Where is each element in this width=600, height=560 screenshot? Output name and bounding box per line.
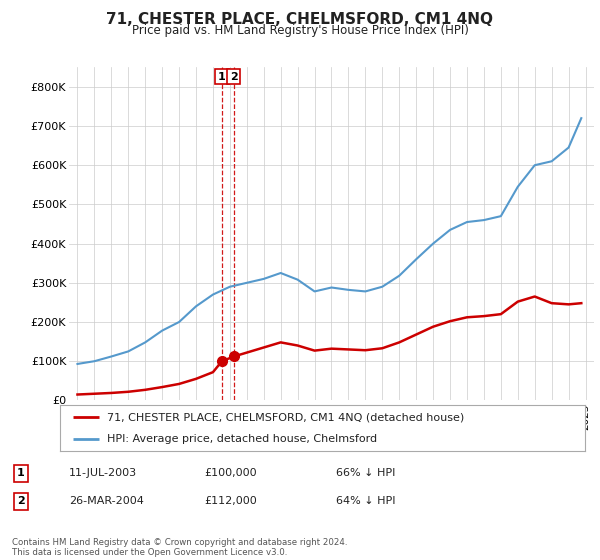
Text: £112,000: £112,000 xyxy=(204,496,257,506)
Text: 64% ↓ HPI: 64% ↓ HPI xyxy=(336,496,395,506)
Text: 26-MAR-2004: 26-MAR-2004 xyxy=(69,496,144,506)
Text: £100,000: £100,000 xyxy=(204,468,257,478)
Text: 66% ↓ HPI: 66% ↓ HPI xyxy=(336,468,395,478)
Text: 1: 1 xyxy=(17,468,25,478)
Text: 11-JUL-2003: 11-JUL-2003 xyxy=(69,468,137,478)
Text: HPI: Average price, detached house, Chelmsford: HPI: Average price, detached house, Chel… xyxy=(107,435,377,444)
Text: Contains HM Land Registry data © Crown copyright and database right 2024.
This d: Contains HM Land Registry data © Crown c… xyxy=(12,538,347,557)
Text: Price paid vs. HM Land Registry's House Price Index (HPI): Price paid vs. HM Land Registry's House … xyxy=(131,24,469,37)
Text: 2: 2 xyxy=(17,496,25,506)
Text: 71, CHESTER PLACE, CHELMSFORD, CM1 4NQ: 71, CHESTER PLACE, CHELMSFORD, CM1 4NQ xyxy=(107,12,493,27)
Text: 2: 2 xyxy=(230,72,238,82)
Text: 1: 1 xyxy=(218,72,226,82)
Text: 71, CHESTER PLACE, CHELMSFORD, CM1 4NQ (detached house): 71, CHESTER PLACE, CHELMSFORD, CM1 4NQ (… xyxy=(107,412,464,422)
